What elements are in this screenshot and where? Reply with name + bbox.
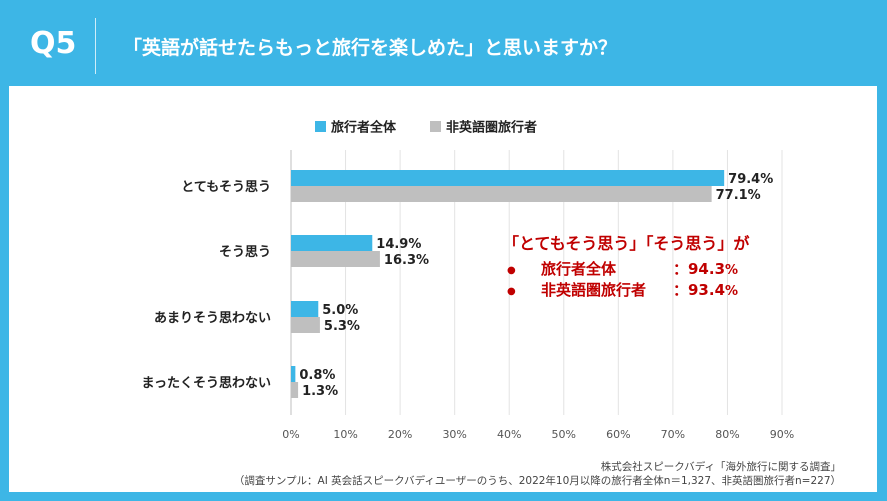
- callout-label-2: 非英語圏旅行者: [541, 281, 646, 299]
- legend-label-all: 旅行者全体: [331, 120, 397, 136]
- x-tick-label: 90%: [770, 428, 794, 441]
- question-title: 「英語が話せたらもっと旅行を楽しめた」と思いますか？: [123, 37, 618, 59]
- bar-all: [291, 170, 725, 186]
- x-tick-label: 20%: [388, 428, 412, 441]
- callout: 「とてもそう思う」「そう思う」が ● 旅行者全体 ：94.3% ● 非英語圏旅行…: [503, 234, 749, 299]
- callout-title: 「とてもそう思う」「そう思う」が: [503, 234, 749, 253]
- x-tick-label: 70%: [661, 428, 685, 441]
- data-label: 5.3%: [324, 319, 360, 334]
- callout-value-2: ：93.4%: [673, 281, 738, 299]
- legend-swatch-all: [315, 121, 326, 132]
- data-label: 16.3%: [384, 253, 429, 268]
- category-label: まったくそう思わない: [142, 376, 271, 391]
- callout-unit-1: %: [725, 263, 738, 278]
- bar-all: [291, 366, 296, 382]
- x-tick-label: 0%: [282, 428, 299, 441]
- data-label: 77.1%: [716, 188, 761, 203]
- bar-non-english: [291, 186, 712, 202]
- data-label: 1.3%: [302, 384, 338, 399]
- bar-non-english: [291, 382, 299, 398]
- x-tick-label: 30%: [442, 428, 466, 441]
- x-tick-label: 10%: [333, 428, 357, 441]
- legend-swatch-non-english: [430, 121, 441, 132]
- x-tick-label: 50%: [552, 428, 576, 441]
- labels: 0% 10% 20% 30% 40% 50% 60% 70% 80% 90% とてもそう思う 79.4…: [142, 172, 795, 441]
- bar-all: [291, 235, 373, 251]
- category-label: そう思う: [219, 245, 271, 260]
- source-sample-note: （調査サンプル：AI 英会話スピークバディユーザーのうち、2022年10月以降の…: [233, 475, 841, 487]
- bar-non-english: [291, 317, 320, 333]
- header: Q5 「英語が話せたらもっと旅行を楽しめた」と思いますか？: [0, 0, 887, 84]
- callout-bullet-1: ●: [507, 265, 516, 276]
- chart-panel: [9, 86, 877, 492]
- legend: 旅行者全体 非英語圏旅行者: [315, 120, 537, 136]
- bars: [291, 170, 725, 398]
- x-tick-label: 40%: [497, 428, 521, 441]
- category-label: とてもそう思う: [181, 180, 271, 195]
- bar-non-english: [291, 251, 380, 267]
- legend-label-non-english: 非英語圏旅行者: [446, 120, 537, 136]
- category-label: あまりそう思わない: [154, 311, 271, 326]
- header-divider: [95, 18, 96, 74]
- data-label: 5.0%: [322, 303, 358, 318]
- data-label: 0.8%: [299, 368, 335, 383]
- callout-label-1: 旅行者全体: [541, 260, 617, 278]
- x-tick-label: 60%: [606, 428, 630, 441]
- callout-unit-2: %: [725, 284, 738, 299]
- data-label: 14.9%: [376, 237, 421, 252]
- question-number: Q5: [30, 26, 77, 61]
- x-tick-label: 80%: [715, 428, 739, 441]
- callout-bullet-2: ●: [507, 286, 516, 297]
- source-credit: 株式会社スピークバディ「海外旅行に関する調査」: [600, 461, 841, 473]
- bar-all: [291, 301, 319, 317]
- data-label: 79.4%: [728, 172, 773, 187]
- callout-value-1: ：94.3%: [673, 260, 738, 278]
